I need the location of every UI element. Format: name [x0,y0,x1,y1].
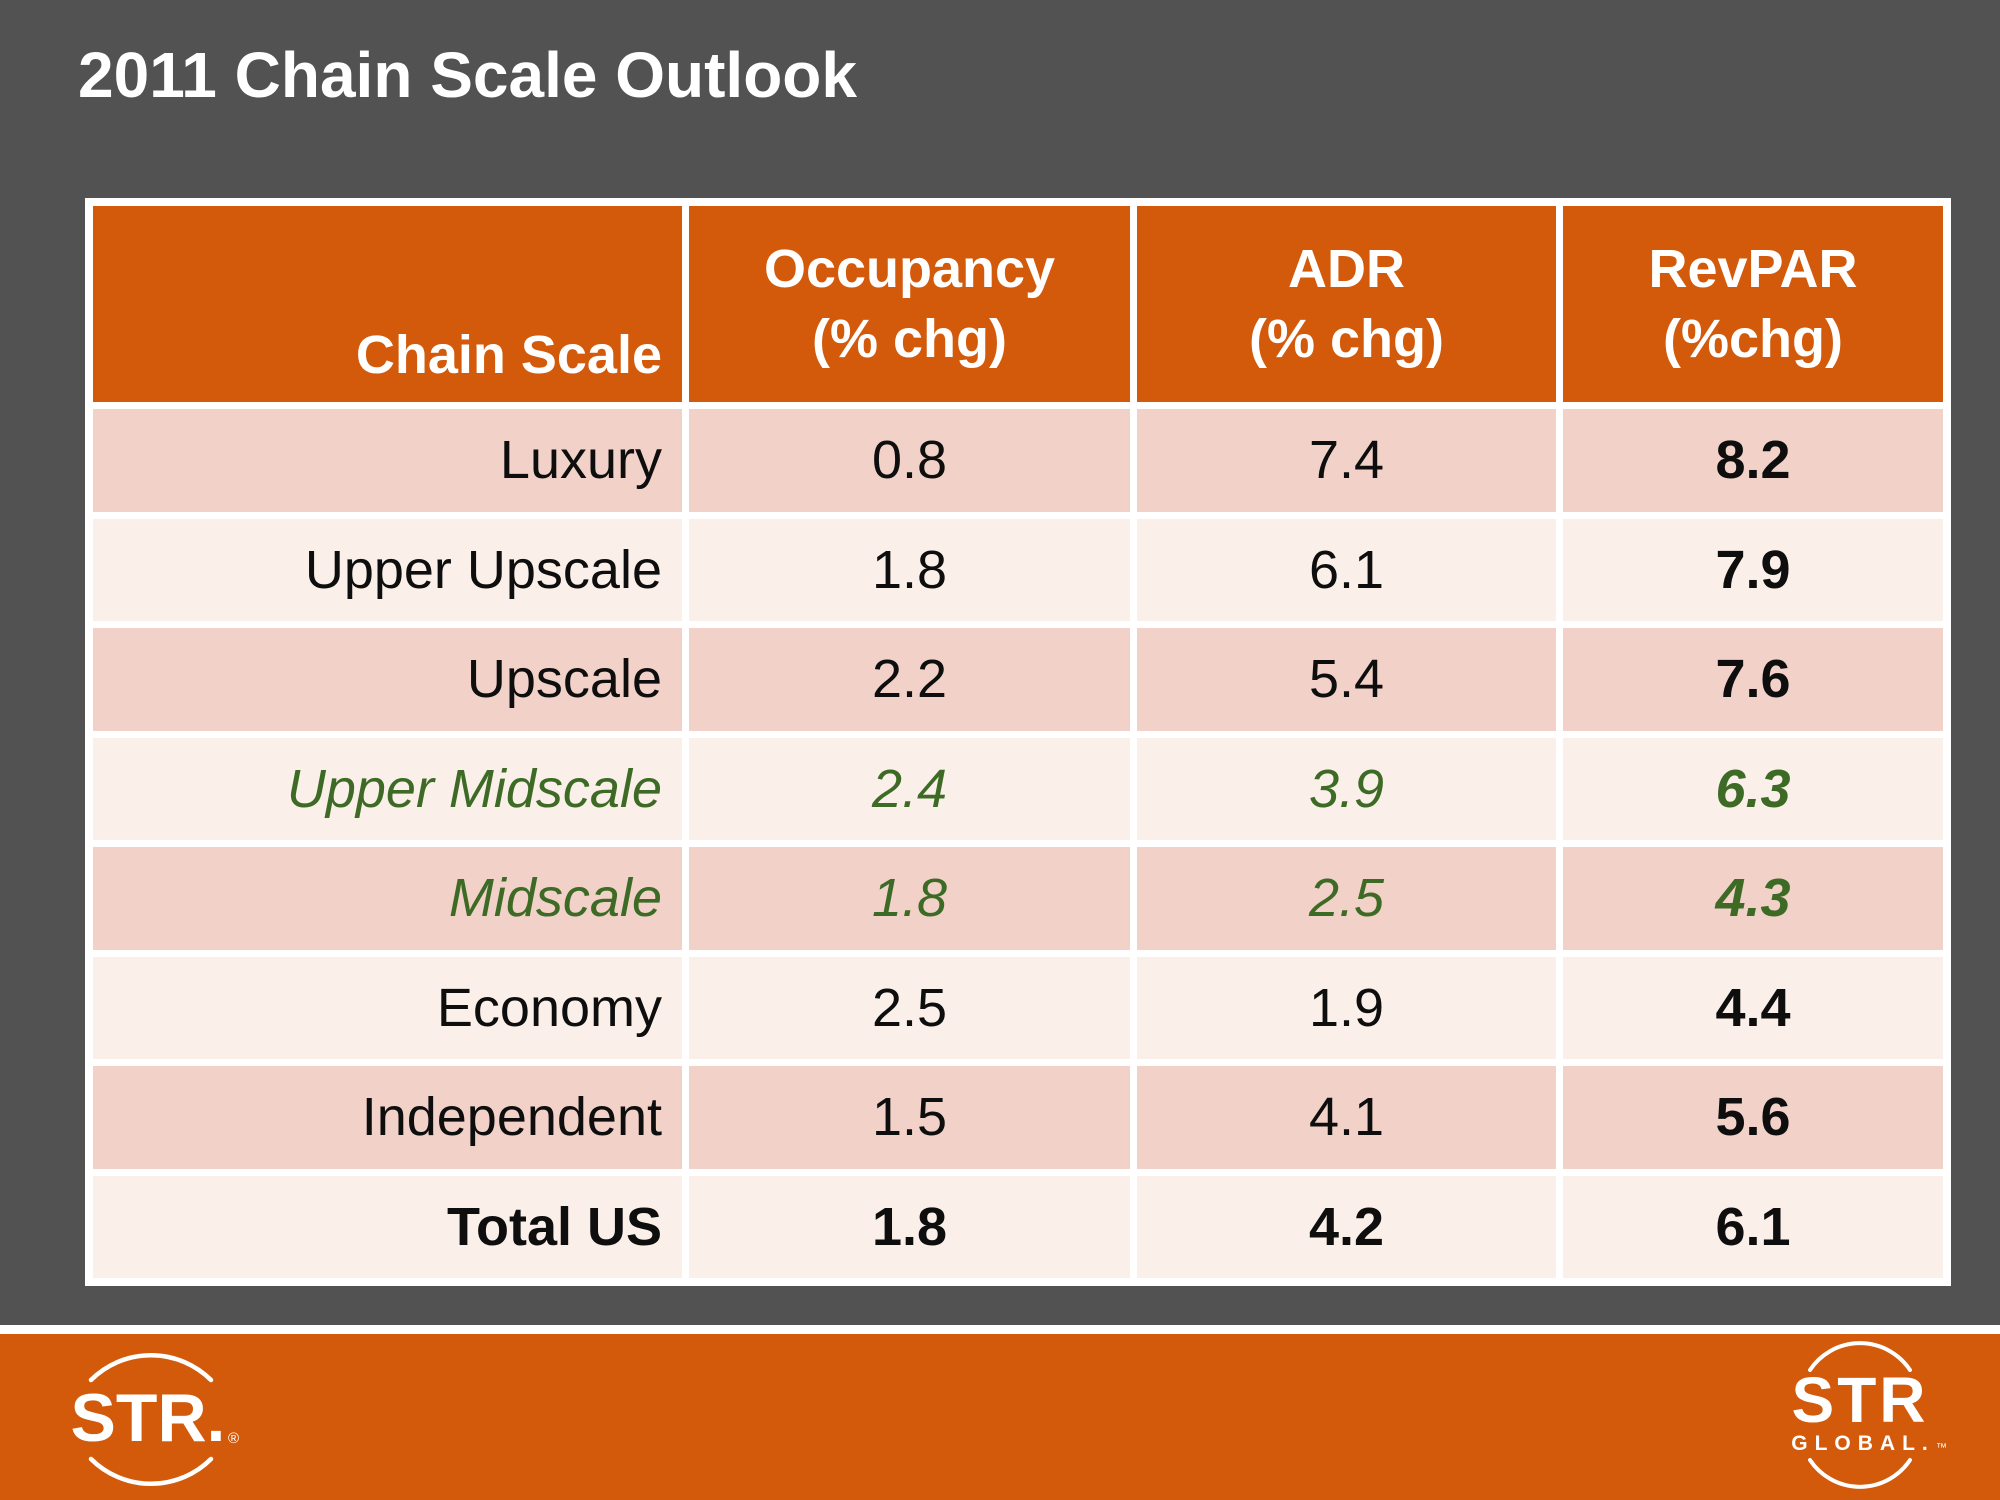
adr-cell: 1.9 [1137,956,1556,1059]
row-label-cell: Total US [93,1175,682,1278]
adr-cell: 2.5 [1137,847,1556,950]
header-occupancy-line1: Occupancy [763,238,1056,299]
header-revpar: RevPAR (%chg) [1563,206,1943,402]
revpar-cell: 8.2 [1563,409,1943,512]
adr-cell: 5.4 [1137,628,1556,731]
header-revpar-line1: RevPAR [1648,238,1858,299]
str-global-subtext: GLOBAL. [1791,1432,1935,1455]
row-label-cell: Midscale [93,847,682,950]
row-label-cell: Upper Upscale [93,518,682,621]
revpar-cell: 5.6 [1563,1066,1943,1169]
occupancy-cell: 2.4 [689,737,1130,840]
table-row: Upper Midscale 2.4 3.9 6.3 [93,737,1943,840]
table-row: Total US 1.8 4.2 6.1 [93,1175,1943,1278]
occupancy-cell: 1.8 [689,847,1130,950]
occupancy-cell: 1.8 [689,518,1130,621]
str-global-top-arc [1808,1341,1912,1372]
str-global-bottom-arc [1808,1458,1912,1489]
revpar-cell: 7.6 [1563,628,1943,731]
header-adr: ADR (% chg) [1137,206,1556,402]
occupancy-cell: 2.2 [689,628,1130,731]
revpar-cell: 4.4 [1563,956,1943,1059]
str-logo-registered-mark: ® [228,1430,239,1447]
revpar-cell: 7.9 [1563,518,1943,621]
header-adr-line2: (% chg) [1249,309,1444,369]
occupancy-cell: 1.5 [689,1066,1130,1169]
occupancy-cell: 0.8 [689,409,1130,512]
occupancy-cell: 2.5 [689,956,1130,1059]
header-occupancy: Occupancy (% chg) [689,206,1130,402]
str-logo-bottom-arc [88,1456,214,1487]
row-label-cell: Luxury [93,409,682,512]
str-logo-top-arc [88,1352,214,1383]
str-global-logo: STR GLOBAL. ™ [1791,1341,1947,1489]
chain-scale-table: Chain Scale Occupancy (% chg) ADR (% chg… [85,198,1951,1286]
row-label-cell: Independent [93,1066,682,1169]
header-chain-scale: Chain Scale [93,206,682,402]
table-row: Luxury 0.8 7.4 8.2 [93,409,1943,512]
adr-cell: 4.1 [1137,1066,1556,1169]
revpar-cell: 6.3 [1563,737,1943,840]
header-adr-line1: ADR [1288,238,1405,299]
adr-cell: 7.4 [1137,409,1556,512]
row-label-cell: Upper Midscale [93,737,682,840]
footer-bar: STR. ® STR GLOBAL. ™ [0,1325,2000,1500]
adr-cell: 6.1 [1137,518,1556,621]
str-logo: STR. ® [71,1352,239,1487]
page-title: 2011 Chain Scale Outlook [78,39,857,111]
table-row: Upper Upscale 1.8 6.1 7.9 [93,518,1943,621]
row-label-cell: Upscale [93,628,682,731]
table-row: Midscale 1.8 2.5 4.3 [93,847,1943,950]
adr-cell: 3.9 [1137,737,1556,840]
row-label-cell: Economy [93,956,682,1059]
str-logo-text: STR. [71,1380,226,1456]
occupancy-cell: 1.8 [689,1175,1130,1278]
revpar-cell: 4.3 [1563,847,1943,950]
str-global-text: STR [1792,1364,1929,1436]
table-header-row: Chain Scale Occupancy (% chg) ADR (% chg… [93,206,1943,402]
table-row: Economy 2.5 1.9 4.4 [93,956,1943,1059]
table-row: Upscale 2.2 5.4 7.6 [93,628,1943,731]
header-revpar-line2: (%chg) [1663,309,1843,369]
adr-cell: 4.2 [1137,1175,1556,1278]
table-row: Independent 1.5 4.1 5.6 [93,1066,1943,1169]
revpar-cell: 6.1 [1563,1175,1943,1278]
header-occupancy-line2: (% chg) [812,309,1007,369]
str-global-trademark: ™ [1936,1442,1947,1454]
